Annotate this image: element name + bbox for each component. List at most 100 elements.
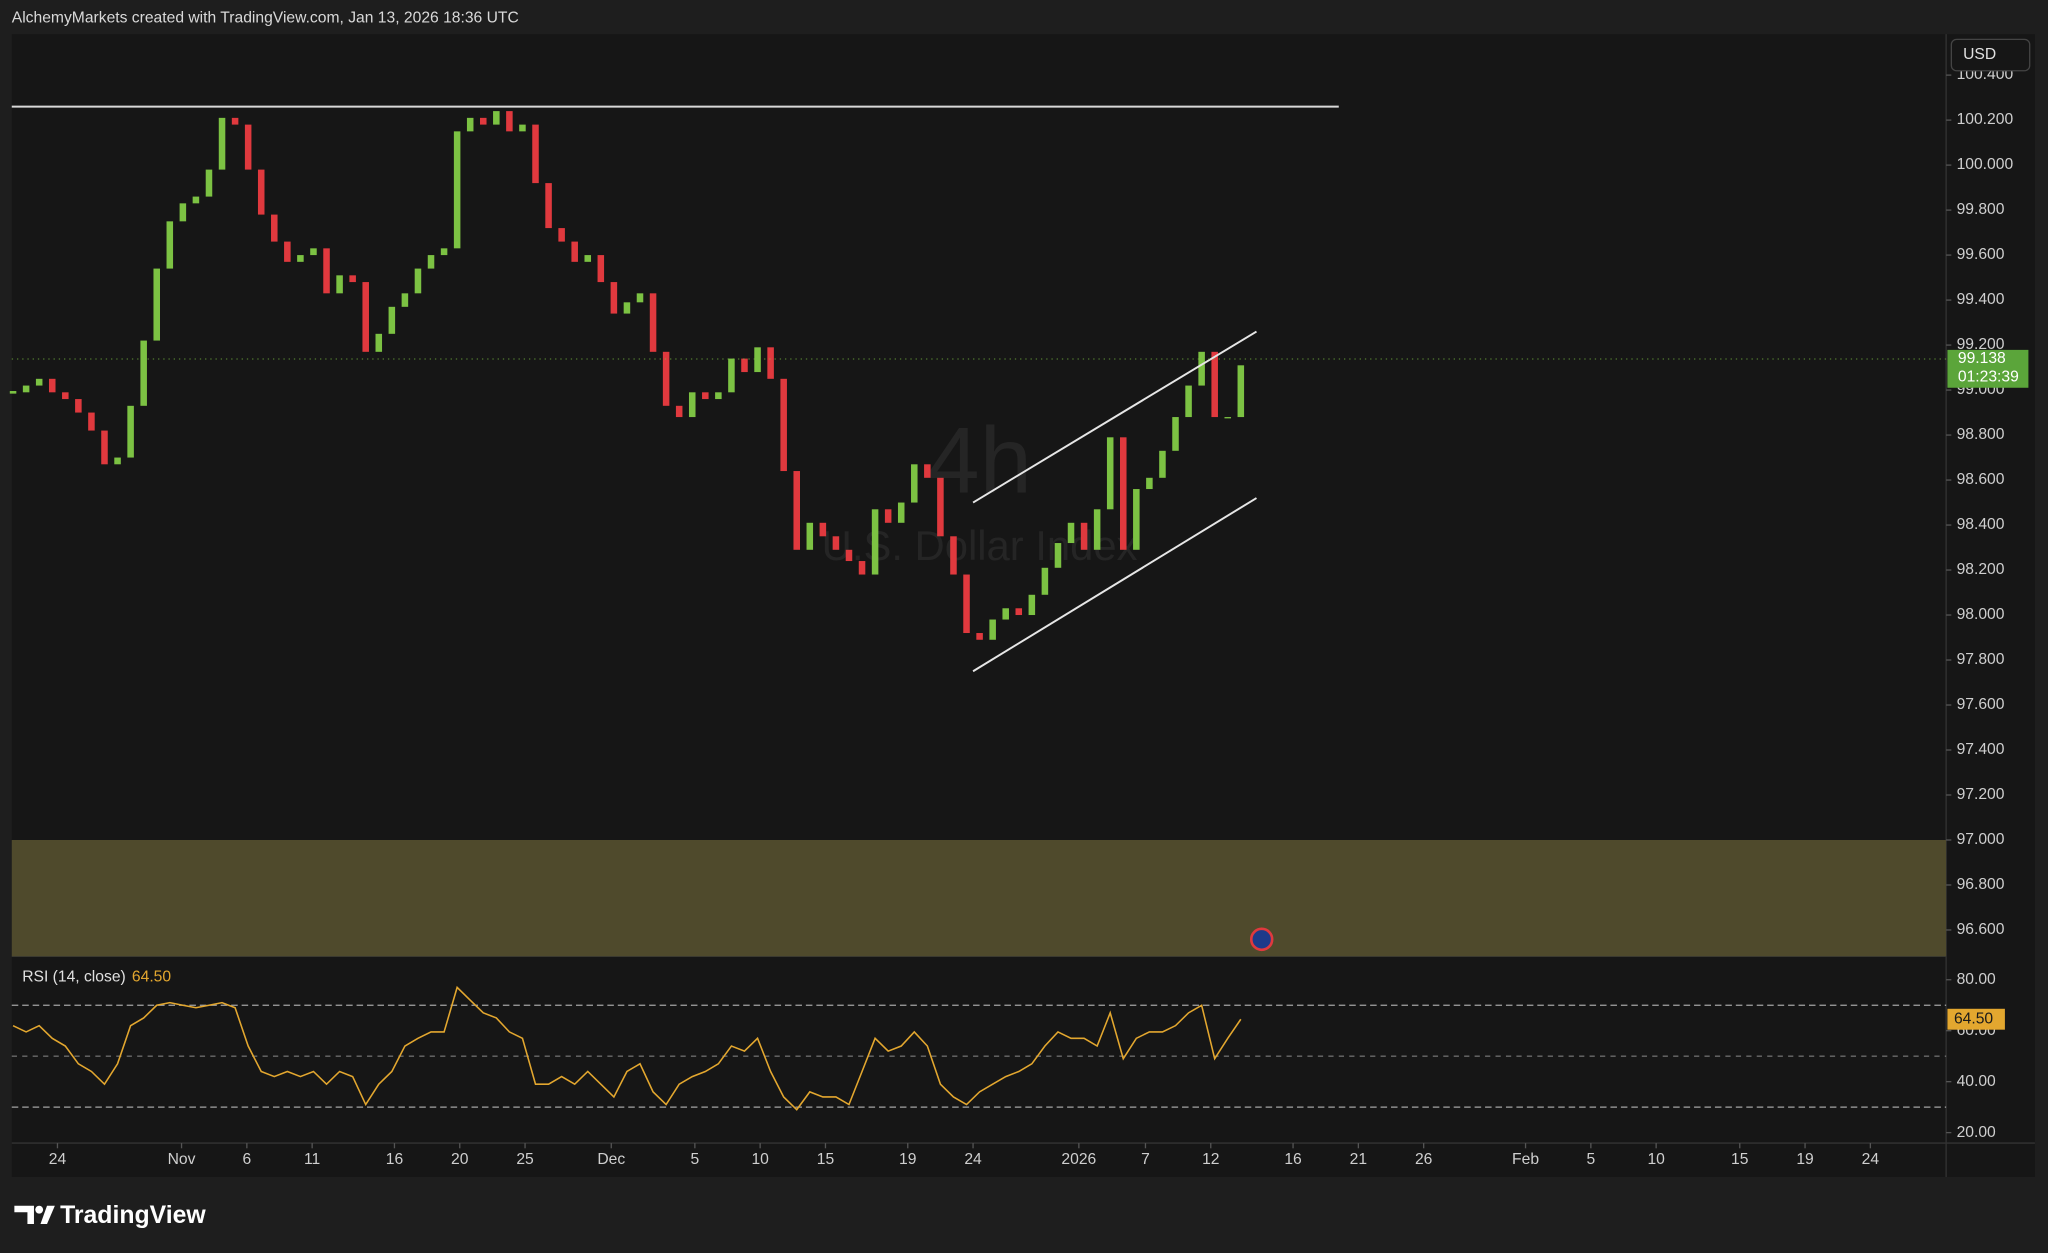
y-tick-label: 97.800 bbox=[1957, 651, 2005, 668]
x-tick-label: 24 bbox=[964, 1151, 982, 1168]
plot-area bbox=[11, 34, 1947, 1144]
candle-body bbox=[1080, 522, 1088, 550]
channel-line bbox=[972, 330, 1257, 504]
candle-body bbox=[937, 477, 944, 537]
candle-body bbox=[1146, 477, 1153, 490]
candle-body bbox=[179, 203, 187, 222]
candle-body bbox=[793, 471, 800, 550]
y-tick-label: 99.400 bbox=[1957, 291, 2005, 308]
candle-body bbox=[532, 124, 539, 184]
y-tick-label: 100.000 bbox=[1957, 156, 2014, 173]
candle-body bbox=[924, 464, 931, 478]
candle-body bbox=[728, 358, 735, 393]
candle-body bbox=[688, 392, 696, 418]
candle-body bbox=[297, 255, 304, 262]
candle-body bbox=[780, 378, 787, 472]
candle-body bbox=[244, 124, 252, 170]
candle-body bbox=[231, 117, 239, 125]
candle-body bbox=[545, 183, 552, 229]
currency-button[interactable] bbox=[1950, 38, 2031, 72]
candle-body bbox=[140, 340, 147, 406]
channel-line bbox=[972, 497, 1258, 673]
x-tick-label: 10 bbox=[751, 1151, 769, 1168]
candle-body bbox=[897, 502, 905, 523]
y-tick-label: 100.200 bbox=[1957, 111, 2014, 128]
watermark-symbol: U.S. Dollar Index bbox=[822, 522, 1138, 569]
y-tick-label: 96.600 bbox=[1957, 921, 2005, 938]
candle-body bbox=[715, 392, 722, 400]
candle-body bbox=[35, 378, 43, 386]
x-tick-label: Feb bbox=[1512, 1151, 1539, 1168]
candle-body bbox=[662, 351, 670, 406]
rsi-badge-label: 64.50 bbox=[1954, 1010, 1993, 1027]
x-tick-label: 20 bbox=[451, 1151, 469, 1168]
candle-body bbox=[976, 633, 983, 640]
x-tick-label: Nov bbox=[168, 1151, 196, 1168]
candle-body bbox=[9, 391, 17, 394]
candle-body bbox=[480, 117, 487, 125]
rsi-value: 64.50 bbox=[132, 968, 171, 985]
candle-body bbox=[323, 248, 330, 294]
candle-body bbox=[1106, 437, 1114, 510]
y-tick-label: 98.400 bbox=[1957, 516, 2005, 533]
candle-body bbox=[22, 385, 30, 393]
candle-body bbox=[362, 282, 369, 352]
header: AlchemyMarkets created with TradingView.… bbox=[12, 10, 519, 27]
candle-body bbox=[1120, 437, 1127, 550]
y-tick-label: 98.600 bbox=[1957, 471, 2005, 488]
y-tick-label: 40.00 bbox=[1957, 1073, 1996, 1090]
candle-body bbox=[427, 255, 435, 269]
candle-body bbox=[806, 522, 814, 550]
x-tick-label: 19 bbox=[1796, 1151, 1813, 1168]
y-tick-label: 97.600 bbox=[1957, 696, 2005, 713]
candle-body bbox=[205, 169, 213, 197]
candle-body bbox=[649, 293, 657, 352]
candle-body bbox=[1172, 417, 1179, 451]
candle-body bbox=[493, 111, 500, 125]
candle-body bbox=[388, 306, 396, 334]
price-axis bbox=[1946, 34, 2035, 1144]
currency-label: USD bbox=[1963, 46, 1996, 63]
candle-body bbox=[349, 275, 356, 283]
candle-body bbox=[636, 293, 644, 303]
x-tick-label: 26 bbox=[1415, 1151, 1433, 1168]
candle-body bbox=[558, 228, 565, 242]
candle-body bbox=[88, 412, 95, 431]
candle-body bbox=[466, 117, 474, 132]
candle-body bbox=[1133, 489, 1140, 550]
candle-body bbox=[166, 221, 174, 269]
candle-body bbox=[336, 275, 343, 294]
candle-body bbox=[453, 131, 461, 249]
candle-body bbox=[1159, 450, 1166, 478]
candle-body bbox=[519, 124, 526, 132]
candle-body bbox=[754, 347, 761, 373]
candle-body bbox=[1015, 608, 1023, 616]
x-tick-label: 19 bbox=[899, 1151, 916, 1168]
candle-body bbox=[153, 268, 160, 341]
candle-body bbox=[989, 619, 996, 640]
candle-body bbox=[218, 117, 226, 170]
y-tick-label: 97.000 bbox=[1957, 831, 2005, 848]
candle-body bbox=[871, 509, 879, 575]
candle-body bbox=[963, 574, 970, 634]
y-tick-label: 99.600 bbox=[1957, 246, 2005, 263]
candle-body bbox=[845, 549, 853, 562]
y-tick-label: 99.200 bbox=[1957, 336, 2005, 353]
time-axis bbox=[11, 1143, 2035, 1178]
candle-body bbox=[62, 392, 69, 400]
candle-body bbox=[192, 196, 200, 204]
candle-body bbox=[571, 241, 578, 262]
candle-body bbox=[127, 405, 134, 458]
x-tick-label: 24 bbox=[1862, 1151, 1880, 1168]
y-tick-label: 20.00 bbox=[1957, 1124, 1996, 1141]
candle-body bbox=[375, 333, 383, 352]
candle-body bbox=[271, 214, 278, 242]
event-marker bbox=[1249, 927, 1274, 952]
x-tick-label: 5 bbox=[1586, 1151, 1595, 1168]
x-tick-label: 12 bbox=[1202, 1151, 1219, 1168]
candle-body bbox=[610, 282, 618, 314]
candle-body bbox=[623, 302, 631, 314]
rsi-title: RSI (14, close) bbox=[22, 968, 126, 985]
candle-body bbox=[1067, 522, 1075, 544]
x-tick-label: 24 bbox=[49, 1151, 67, 1168]
